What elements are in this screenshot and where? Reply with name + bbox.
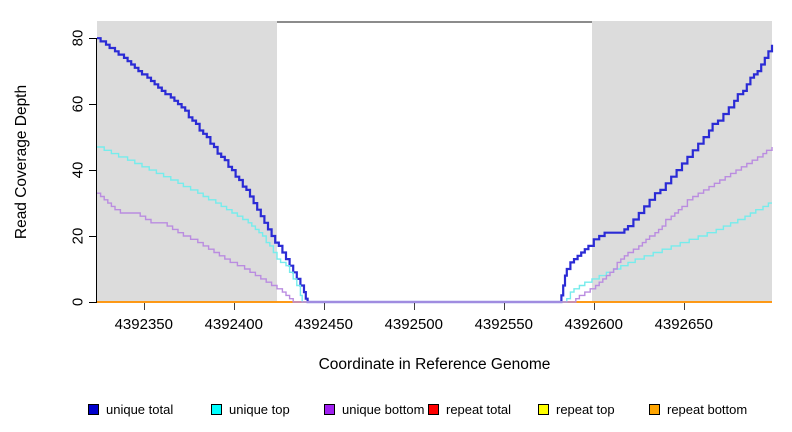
x-tick	[233, 303, 235, 310]
legend-label: repeat total	[446, 401, 512, 417]
legend-label: repeat top	[556, 401, 615, 417]
x-tick-label: 4392350	[114, 316, 173, 333]
y-tick-label: 40	[69, 161, 87, 179]
x-tick	[683, 303, 685, 310]
x-tick	[143, 303, 145, 310]
legend-swatch-icon	[211, 403, 222, 415]
legend-swatch-icon	[88, 403, 99, 415]
y-tick	[89, 236, 96, 238]
x-tick	[413, 303, 415, 310]
legend-item-repeat-total: repeat total	[428, 401, 512, 417]
shaded-region	[97, 21, 277, 302]
series-unique-bottom	[97, 147, 773, 303]
x-tick	[593, 303, 595, 310]
legend-swatch-icon	[649, 403, 660, 415]
legend-item-unique-top: unique top	[211, 401, 290, 417]
legend-item-repeat-bottom: repeat bottom	[649, 401, 748, 417]
legend-swatch-icon	[538, 403, 549, 415]
series-canvas	[97, 37, 774, 304]
y-tick	[89, 104, 96, 106]
plot-area	[97, 21, 774, 304]
y-tick	[89, 38, 96, 40]
y-tick-label: 60	[69, 95, 87, 113]
legend-swatch-icon	[428, 403, 439, 415]
x-tick	[323, 303, 325, 310]
x-tick-label: 4392600	[564, 316, 623, 333]
y-tick-label: 0	[69, 297, 87, 307]
x-tick-label: 4392550	[474, 316, 533, 333]
legend-label: unique top	[229, 401, 290, 417]
x-tick-label: 4392400	[204, 316, 263, 333]
y-axis-title: Read Coverage Depth	[13, 84, 30, 239]
x-tick-label: 4392650	[654, 316, 713, 333]
legend-label: unique bottom	[342, 401, 425, 417]
x-tick	[503, 303, 505, 310]
y-axis-line	[96, 38, 97, 303]
gap-region-top-segment	[277, 21, 592, 23]
x-axis-title: Coordinate in Reference Genome	[318, 356, 551, 373]
y-tick-label: 80	[69, 29, 87, 47]
series-unique-top	[97, 146, 772, 303]
legend-item-unique-total: unique total	[88, 401, 174, 417]
legend-item-repeat-top: repeat top	[538, 401, 615, 417]
y-tick	[89, 302, 96, 303]
y-tick	[89, 170, 96, 172]
y-tick-label: 20	[69, 227, 87, 245]
shaded-region	[592, 21, 772, 302]
legend-item-unique-bottom: unique bottom	[324, 401, 425, 417]
x-tick-label: 4392500	[384, 316, 443, 333]
legend-swatch-icon	[324, 403, 335, 415]
x-tick-label: 4392450	[294, 316, 353, 333]
legend-label: unique total	[106, 401, 174, 417]
legend-label: repeat bottom	[667, 401, 748, 417]
series-unique-total	[97, 37, 774, 304]
legend: unique total unique top unique bottom repea…	[0, 402, 792, 420]
